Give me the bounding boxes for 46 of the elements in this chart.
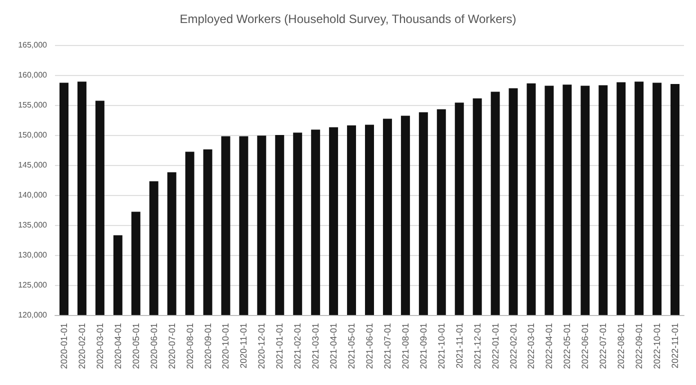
x-tick-label: 2020-01-01 bbox=[58, 323, 69, 370]
x-tick-label: 2020-03-01 bbox=[94, 323, 105, 370]
x-tick-label: 2020-06-01 bbox=[148, 323, 159, 370]
x-tick-label: 2021-03-01 bbox=[310, 323, 321, 370]
x-tick-label: 2021-01-01 bbox=[274, 323, 285, 370]
y-tick-label: 165,000 bbox=[18, 40, 48, 50]
chart-title: Employed Workers (Household Survey, Thousands of Workers) bbox=[180, 12, 516, 26]
x-tick-label: 2022-02-01 bbox=[508, 323, 518, 370]
y-tick-label: 150,000 bbox=[18, 130, 48, 140]
x-tick-label: 2021-04-01 bbox=[328, 323, 339, 370]
x-tick-label: 2020-07-01 bbox=[166, 323, 177, 370]
y-tick-label: 125,000 bbox=[18, 280, 48, 290]
x-tick-label: 2021-07-01 bbox=[382, 323, 392, 370]
y-tick-label: 120,000 bbox=[18, 310, 48, 320]
x-tick-label: 2022-09-01 bbox=[634, 323, 644, 370]
x-tick-label: 2020-09-01 bbox=[202, 323, 213, 370]
x-tick-label: 2021-06-01 bbox=[364, 323, 374, 370]
x-tick-label: 2022-11-01 bbox=[670, 323, 680, 368]
x-tick-label: 2020-12-01 bbox=[256, 323, 267, 370]
x-tick-label: 2020-05-01 bbox=[130, 323, 141, 370]
x-tick-label: 2022-05-01 bbox=[562, 323, 572, 370]
y-tick-label: 130,000 bbox=[18, 250, 48, 260]
x-tick-label: 2021-08-01 bbox=[400, 323, 410, 370]
y-tick-label: 160,000 bbox=[18, 70, 48, 80]
y-tick-label: 140,000 bbox=[18, 190, 48, 200]
x-tick-label: 2021-05-01 bbox=[346, 323, 357, 370]
x-tick-label: 2022-07-01 bbox=[598, 323, 608, 370]
y-tick-label: 145,000 bbox=[18, 160, 48, 170]
x-tick-label: 2020-08-01 bbox=[184, 323, 195, 370]
x-tick-label: 2022-10-01 bbox=[652, 323, 662, 370]
x-tick-label: 2022-03-01 bbox=[526, 323, 536, 370]
x-tick-label: 2021-10-01 bbox=[436, 323, 446, 370]
x-tick-label: 2020-02-01 bbox=[76, 323, 87, 370]
x-tick-label: 2020-04-01 bbox=[112, 323, 123, 370]
x-tick-label: 2021-09-01 bbox=[418, 323, 428, 370]
x-tick-label: 2022-08-01 bbox=[616, 323, 626, 370]
x-tick-label: 2021-02-01 bbox=[292, 323, 303, 370]
x-tick-label: 2020-10-01 bbox=[220, 323, 231, 370]
x-tick-label: 2020-11-01 bbox=[238, 323, 249, 368]
x-tick-label: 2022-01-01 bbox=[490, 323, 500, 370]
x-tick-label: 2022-06-01 bbox=[580, 323, 590, 370]
x-tick-label: 2022-04-01 bbox=[544, 323, 554, 370]
y-tick-label: 155,000 bbox=[18, 100, 48, 110]
y-tick-label: 135,000 bbox=[18, 220, 48, 230]
x-tick-label: 2021-12-01 bbox=[472, 323, 482, 370]
x-tick-label: 2021-11-01 bbox=[454, 323, 464, 368]
